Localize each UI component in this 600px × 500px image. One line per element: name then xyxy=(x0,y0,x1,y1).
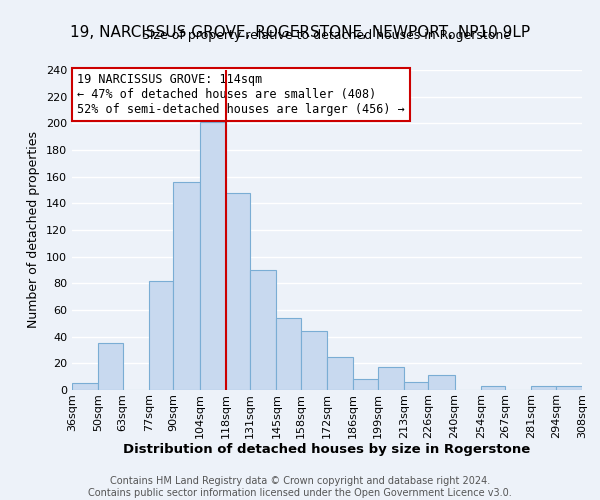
Bar xyxy=(481,386,505,390)
Text: 19 NARCISSUS GROVE: 114sqm
← 47% of detached houses are smaller (408)
52% of sem: 19 NARCISSUS GROVE: 114sqm ← 47% of deta… xyxy=(77,73,405,116)
Bar xyxy=(173,182,199,390)
Bar xyxy=(226,192,250,390)
X-axis label: Distribution of detached houses by size in Rogerstone: Distribution of detached houses by size … xyxy=(124,444,530,456)
Title: Size of property relative to detached houses in Rogerstone: Size of property relative to detached ho… xyxy=(143,30,511,43)
Bar xyxy=(98,344,122,390)
Bar xyxy=(277,318,301,390)
Bar xyxy=(327,356,353,390)
Bar xyxy=(72,384,98,390)
Text: Contains HM Land Registry data © Crown copyright and database right 2024.
Contai: Contains HM Land Registry data © Crown c… xyxy=(88,476,512,498)
Bar xyxy=(353,380,377,390)
Bar xyxy=(556,386,582,390)
Bar xyxy=(149,280,173,390)
Text: 19, NARCISSUS GROVE, ROGERSTONE, NEWPORT, NP10 9LP: 19, NARCISSUS GROVE, ROGERSTONE, NEWPORT… xyxy=(70,25,530,40)
Bar xyxy=(377,368,404,390)
Bar xyxy=(250,270,277,390)
Bar xyxy=(301,332,327,390)
Bar xyxy=(532,386,556,390)
Bar xyxy=(428,376,455,390)
Y-axis label: Number of detached properties: Number of detached properties xyxy=(28,132,40,328)
Bar xyxy=(199,122,226,390)
Bar xyxy=(404,382,428,390)
